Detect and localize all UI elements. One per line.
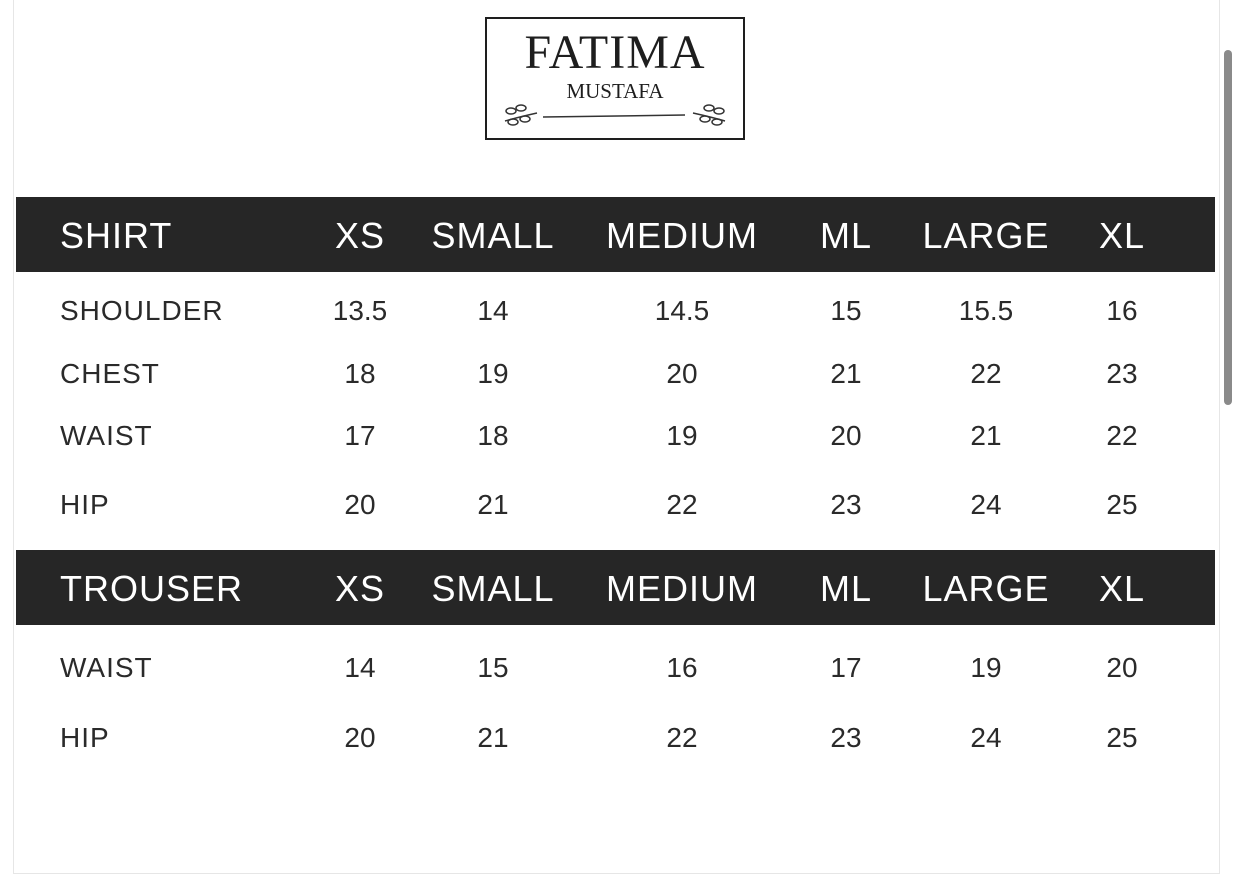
measurement-value: 20: [830, 420, 862, 451]
size-column-header: ML: [819, 568, 873, 609]
measurement-value: 21: [970, 420, 1002, 451]
size-column-header: XL: [1098, 215, 1146, 256]
measurement-value: 23: [830, 722, 862, 753]
measurement-value: 14.5: [654, 295, 710, 326]
measurement-value: 21: [830, 358, 862, 389]
size-column-header: LARGE: [922, 568, 1050, 609]
measurement-value: 14: [477, 295, 509, 326]
measurement-value: 14: [344, 652, 376, 683]
measurement-value: 21: [477, 489, 509, 520]
leaf-ornament-icon: [504, 104, 726, 126]
measurement-value: 25: [1106, 489, 1138, 520]
measurement-label: WAIST: [60, 652, 153, 683]
measurement-value: 20: [344, 722, 376, 753]
measurement-value: 21: [477, 722, 509, 753]
measurement-value: 23: [1106, 358, 1138, 389]
measurement-label: CHEST: [60, 358, 160, 389]
measurement-value: 24: [970, 489, 1002, 520]
table-row: HIP 20 21 22 23 24 25: [0, 722, 1242, 762]
measurement-value: 20: [344, 489, 376, 520]
measurement-value: 23: [830, 489, 862, 520]
table-row: SHOULDER 13.5 14 14.5 15 15.5 16: [0, 295, 1242, 335]
measurement-label: WAIST: [60, 420, 153, 451]
measurement-value: 16: [666, 652, 698, 683]
size-column-header: ML: [819, 215, 873, 256]
measurement-value: 15.5: [958, 295, 1014, 326]
size-column-header: LARGE: [922, 215, 1050, 256]
measurement-value: 24: [970, 722, 1002, 753]
table-row: WAIST 17 18 19 20 21 22: [0, 420, 1242, 460]
measurement-value: 22: [970, 358, 1002, 389]
measurement-label: HIP: [60, 489, 110, 520]
measurement-value: 20: [666, 358, 698, 389]
table-row: CHEST 18 19 20 21 22 23: [0, 358, 1242, 398]
table-row: HIP 20 21 22 23 24 25: [0, 489, 1242, 529]
measurement-value: 25: [1106, 722, 1138, 753]
size-column-header: SMALL: [431, 215, 555, 256]
table-row: WAIST 14 15 16 17 19 20: [0, 652, 1242, 692]
measurement-value: 19: [970, 652, 1002, 683]
size-column-header: MEDIUM: [606, 568, 758, 609]
measurement-value: 19: [477, 358, 509, 389]
table-header-trouser: TROUSER XS SMALL MEDIUM ML LARGE XL: [16, 550, 1215, 625]
size-column-header: XS: [334, 568, 386, 609]
measurement-value: 22: [666, 489, 698, 520]
measurement-value: 13.5: [332, 295, 388, 326]
section-title: TROUSER: [60, 568, 244, 609]
measurement-value: 19: [666, 420, 698, 451]
size-column-header: XS: [334, 215, 386, 256]
logo-line-1: FATIMA: [524, 26, 706, 79]
size-column-header: XL: [1098, 568, 1146, 609]
measurement-value: 18: [344, 358, 376, 389]
size-chart-card: [13, 0, 1220, 874]
measurement-value: 22: [666, 722, 698, 753]
measurement-value: 22: [1106, 420, 1138, 451]
measurement-value: 20: [1106, 652, 1138, 683]
measurement-value: 15: [830, 295, 862, 326]
measurement-value: 16: [1106, 295, 1138, 326]
table-header-shirt: SHIRT XS SMALL MEDIUM ML LARGE XL: [16, 197, 1215, 272]
measurement-value: 15: [477, 652, 509, 683]
measurement-label: SHOULDER: [60, 295, 224, 326]
size-column-header: SMALL: [431, 568, 555, 609]
measurement-value: 17: [344, 420, 376, 451]
brand-logo: FATIMA MUSTAFA: [485, 17, 745, 140]
measurement-value: 17: [830, 652, 862, 683]
scrollbar[interactable]: [1224, 50, 1232, 405]
size-column-header: MEDIUM: [606, 215, 758, 256]
logo-line-2: MUSTAFA: [566, 79, 664, 103]
measurement-value: 18: [477, 420, 509, 451]
section-title: SHIRT: [60, 215, 173, 256]
measurement-label: HIP: [60, 722, 110, 753]
